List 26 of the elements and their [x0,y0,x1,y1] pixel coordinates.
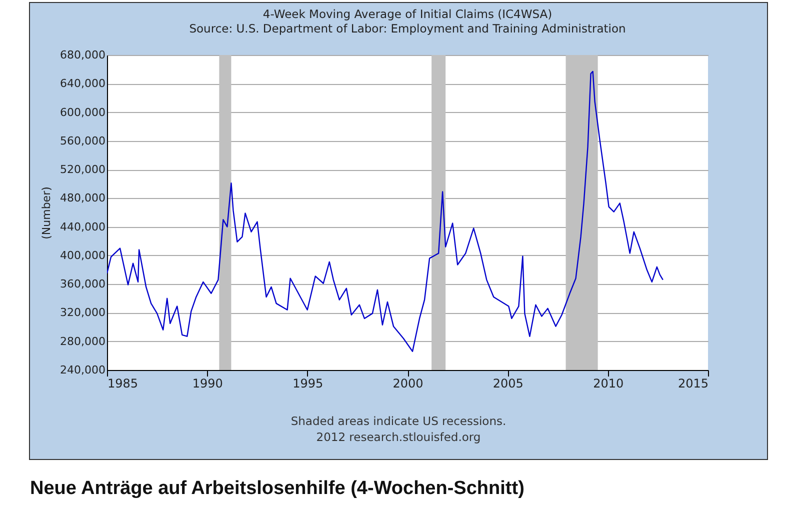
x-tick-label: 1990 [192,376,223,390]
chart-subtitle: Source: U.S. Department of Labor: Employment and Training Administration [189,22,626,36]
y-tick-label: 480,000 [60,192,106,205]
x-tick-label: 1985 [108,376,138,390]
x-tick-label: 2000 [392,376,424,390]
x-tick-label: 2010 [593,376,624,390]
chart-title: 4-Week Moving Average of Initial Claims (IC4WSA) [262,7,552,21]
text: 2012 research.stlouisfed.org [315,429,482,445]
y-tick-label: 520,000 [60,163,106,176]
y-tick-label: 400,000 [60,248,106,262]
x-tick-label: 2015 [678,376,708,390]
line-series [107,70,664,352]
y-axis-title: (Number) [40,186,54,240]
text: Neue Anträge auf Arbeitslosenhilfe (4-Wochen-Schnitt) [30,478,524,500]
y-tick-label: 640,000 [60,77,106,90]
y-tick-label: 600,000 [60,106,106,119]
text: Shaded areas indicate US recessions. [290,413,508,429]
y-tick-label: 680,000 [60,48,106,62]
y-tick-label: 280,000 [60,334,106,348]
y-tick-label: 240,000 [60,364,106,376]
x-tick-label: 1995 [292,376,324,390]
y-tick-label: 320,000 [60,306,106,320]
x-tick-label: 2005 [492,376,524,390]
y-tick-label: 440,000 [60,220,106,234]
y-tick-label: 560,000 [60,134,106,148]
y-tick-label: 360,000 [60,278,106,291]
